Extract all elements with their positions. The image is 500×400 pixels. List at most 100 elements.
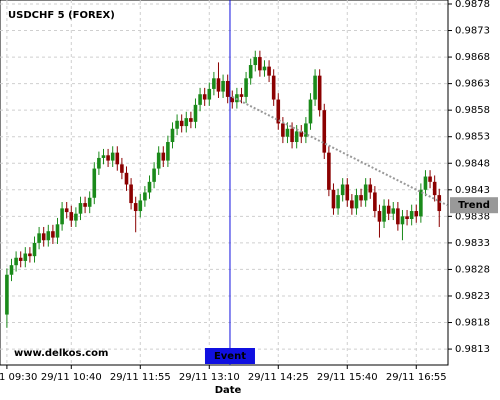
y-tick-label: 0.9848 xyxy=(455,158,490,169)
x-axis-label: Date xyxy=(215,385,242,396)
event-label-box xyxy=(204,348,255,364)
candle-body xyxy=(386,205,391,214)
candle-body xyxy=(18,257,23,261)
candle-body xyxy=(262,66,267,71)
candle-body xyxy=(37,233,41,243)
candle-body xyxy=(331,189,336,209)
candle-body xyxy=(143,192,147,201)
candle-body xyxy=(336,195,340,209)
candle-body xyxy=(124,172,129,185)
candle-body xyxy=(92,168,97,198)
y-tick-label: 0.9813 xyxy=(455,344,490,355)
trend-line xyxy=(231,95,448,207)
candle-body xyxy=(202,94,207,100)
candle-body xyxy=(69,212,74,221)
plot-area xyxy=(0,0,449,366)
y-tick-label: 0.9818 xyxy=(455,318,490,329)
candle-body xyxy=(87,197,92,207)
candle-body xyxy=(207,88,212,100)
candle-body xyxy=(345,184,350,201)
candle-body xyxy=(363,184,368,201)
candle-body xyxy=(230,96,235,103)
candle-body xyxy=(41,233,46,241)
candle-body xyxy=(294,131,299,143)
candle-body xyxy=(28,253,32,257)
candle-body xyxy=(244,78,248,97)
y-tick-label: 0.9873 xyxy=(455,26,490,37)
y-tick-label: 0.9878 xyxy=(455,0,490,10)
candle-body xyxy=(193,104,198,122)
candle-body xyxy=(437,195,442,212)
candle-body xyxy=(382,205,386,222)
candle-body xyxy=(166,142,170,161)
trend-label-box xyxy=(450,197,498,214)
candle-body xyxy=(60,208,64,225)
x-tick-label: 29/11 09:30 xyxy=(0,372,37,383)
candle-body xyxy=(373,192,377,212)
x-tick-label: 29/11 15:40 xyxy=(317,372,378,383)
candle-body xyxy=(179,120,184,127)
candle-body xyxy=(5,274,9,315)
candle-body xyxy=(253,57,258,66)
y-tick-label: 0.9858 xyxy=(455,105,490,116)
candle-body xyxy=(299,131,304,137)
y-tick-label: 0.9823 xyxy=(455,291,490,302)
candle-body xyxy=(405,216,409,219)
y-tick-label: 0.9863 xyxy=(455,79,490,90)
candle-body xyxy=(32,242,37,257)
candle-body xyxy=(189,118,193,122)
candle-body xyxy=(368,184,373,193)
candle-body xyxy=(285,128,290,137)
candle-body xyxy=(170,128,175,143)
candle-body xyxy=(419,189,423,217)
candle-body xyxy=(271,75,276,100)
candle-body xyxy=(317,75,322,111)
candle-body xyxy=(78,203,83,214)
candle-body xyxy=(133,203,138,212)
candle-body xyxy=(304,123,308,137)
candle-body xyxy=(221,80,225,92)
candle-body xyxy=(46,231,51,241)
x-tick-label: 29/11 13:10 xyxy=(179,372,240,383)
trend-label: Trend xyxy=(458,200,490,211)
candle-body xyxy=(396,208,400,225)
candle-body xyxy=(152,168,156,182)
candle-body xyxy=(340,184,345,196)
y-tick-label: 0.9868 xyxy=(455,52,490,63)
watermark: www.delkos.com xyxy=(14,348,108,359)
candle-body xyxy=(110,152,115,161)
x-tick-label: 29/11 14:25 xyxy=(248,372,309,383)
candle-body xyxy=(156,152,161,169)
x-tick-label: 29/11 16:55 xyxy=(386,372,447,383)
candle-body xyxy=(147,181,152,193)
candle-body xyxy=(120,164,124,173)
candle-body xyxy=(51,231,55,238)
candle-body xyxy=(354,195,359,209)
x-tick-label: 29/11 10:40 xyxy=(41,372,102,383)
y-tick-label: 0.9853 xyxy=(455,132,490,143)
candle-body xyxy=(414,211,419,217)
candle-body xyxy=(391,208,396,214)
candle-body xyxy=(281,123,285,137)
candle-body xyxy=(74,213,78,221)
event-label: Event xyxy=(214,351,246,362)
candle-body xyxy=(64,208,69,213)
candle-body xyxy=(248,65,253,79)
candle-body xyxy=(308,99,313,124)
candle-body xyxy=(115,152,120,165)
candle-body xyxy=(106,155,110,161)
candle-body xyxy=(184,118,189,127)
candle-body xyxy=(359,195,363,201)
candle-body xyxy=(428,176,432,182)
candle-body xyxy=(161,152,166,161)
candle-body xyxy=(101,155,106,158)
candle-body xyxy=(350,200,354,209)
candle-body xyxy=(9,265,14,275)
candle-body xyxy=(239,94,244,97)
candle-body xyxy=(432,181,437,196)
y-tick-label: 0.9838 xyxy=(455,211,490,222)
candle-body xyxy=(377,211,382,222)
candle-body xyxy=(212,78,216,89)
candle-body xyxy=(409,211,414,219)
candle-body xyxy=(290,128,294,143)
